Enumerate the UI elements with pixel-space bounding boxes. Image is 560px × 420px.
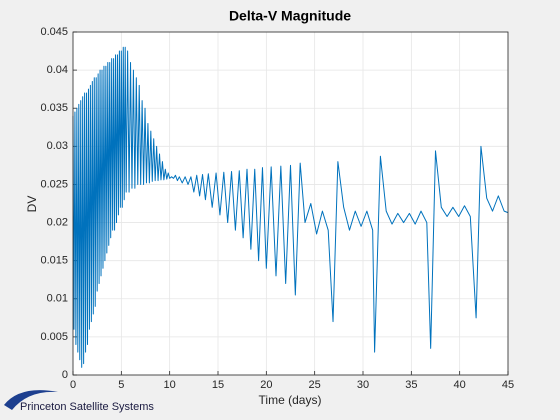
- x-tick-label: 30: [357, 379, 369, 391]
- y-tick-label: 0.045: [40, 26, 68, 38]
- y-tick-label: 0.04: [47, 64, 68, 76]
- y-tick-label: 0.03: [47, 140, 68, 152]
- y-tick-label: 0.025: [40, 178, 68, 190]
- plot-area: [73, 32, 508, 375]
- x-tick-label: 25: [309, 379, 321, 391]
- y-axis-label: DV: [25, 196, 39, 213]
- y-tick-label: 0.02: [47, 216, 68, 228]
- x-tick-label: 15: [212, 379, 224, 391]
- chart-title: Delta-V Magnitude: [229, 8, 351, 24]
- x-tick-label: 10: [164, 379, 176, 391]
- x-tick-label: 0: [70, 379, 76, 391]
- data-lines: [72, 46, 509, 368]
- y-tick-label: 0.015: [40, 255, 68, 267]
- data-line: [72, 46, 509, 368]
- x-axis-label: Time (days): [259, 393, 322, 407]
- logo-swoosh: [4, 390, 58, 410]
- x-tick-label: 35: [405, 379, 417, 391]
- axes-box: [72, 31, 509, 376]
- x-tick-label: 40: [454, 379, 466, 391]
- x-tick-label: 45: [502, 379, 514, 391]
- y-tick-label: 0.005: [40, 331, 68, 343]
- y-tick-label: 0.035: [40, 102, 68, 114]
- x-tick-label: 5: [118, 379, 124, 391]
- x-tick-label: 20: [260, 379, 272, 391]
- y-tick-label: 0: [62, 369, 68, 381]
- logo-text: Princeton Satellite Systems: [20, 401, 154, 413]
- y-tick-label: 0.01: [47, 293, 68, 305]
